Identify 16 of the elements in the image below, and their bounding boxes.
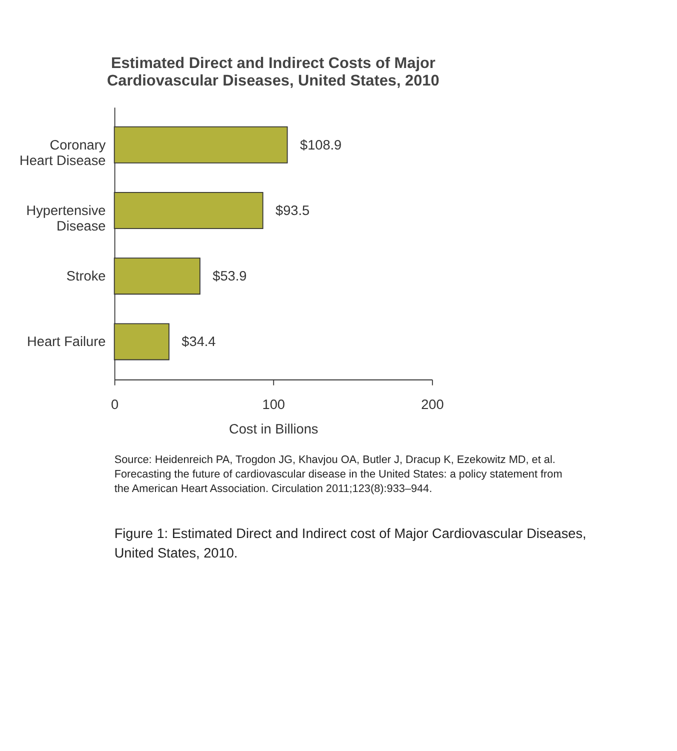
- data-label: $93.5: [276, 203, 310, 218]
- x-tick-label: 200: [421, 396, 444, 412]
- text: Cardiovascular Diseases, United States, 2010: [107, 72, 440, 90]
- y-tick-label: Heart Failure: [27, 334, 106, 350]
- x-tick-label: 0: [111, 396, 120, 412]
- x-tick-label: 100: [262, 396, 286, 412]
- source-note: Source: Heidenreich PA, Trogdon JG, Khavjou OA, Butler J, Dracup K, Ezekowitz MD, et al. Forecasting the future of cardiovascular disease in the United States: a policy statement from the American Heart Association. Circulation 2011;123(8):933–944.: [114, 454, 562, 495]
- caption: Figure 1: Estimated Direct and Indirect cost of Major Cardiovascular Diseases, United States, 2010.: [114, 526, 586, 560]
- data-label: $34.4: [182, 334, 216, 350]
- y-tick-label: Stroke: [66, 268, 106, 284]
- text: Estimated Direct and Indirect Costs of Major: [110, 55, 436, 72]
- data-label: $108.9: [300, 137, 342, 152]
- y-tick-label: Coronary Heart Disease: [19, 137, 106, 168]
- y-tick-label: Hypertensive Disease: [26, 203, 106, 234]
- x-axis-title: Cost in Billions: [228, 421, 318, 436]
- data-label: $53.9: [212, 268, 247, 284]
